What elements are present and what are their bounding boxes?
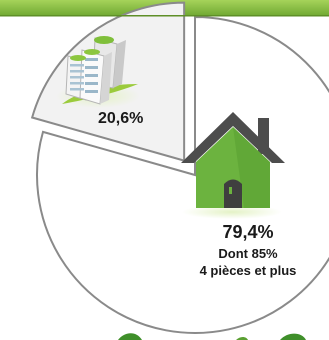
window-row [70,76,84,79]
top-banner-edge [0,15,329,17]
slice-annotation-line-1: Dont 85% [218,246,278,261]
window-row [85,66,98,69]
window-row [70,88,84,91]
house-body-shade [233,127,270,208]
house-door [224,179,242,208]
window-row [85,58,98,61]
window-row [70,70,84,73]
roof-garden [70,55,86,61]
window-row [70,64,84,67]
house-chimney [258,118,269,154]
leaf [236,337,248,340]
window-row [85,90,98,93]
slice-label-apartments: 20,6% [98,110,144,127]
window-row [70,82,84,85]
apartment-building-icon [56,36,140,108]
bottom-foliage-decoration [118,333,306,340]
roof-garden [84,49,100,55]
building-back-side [113,40,126,88]
roof-garden [94,36,114,44]
leaf [280,333,306,340]
house-roof [181,112,285,163]
building-front-side [100,52,112,104]
slice-annotation-line-2: 4 pièces et plus [199,263,297,278]
slice-label-houses: 79,4% [222,222,274,242]
pie-slice-houses [36,15,329,334]
house-icon [181,112,285,219]
house-shadow [182,205,282,219]
window-row [85,74,98,77]
leaf [118,333,142,340]
window-row [85,82,98,85]
house-door-window [229,187,232,194]
